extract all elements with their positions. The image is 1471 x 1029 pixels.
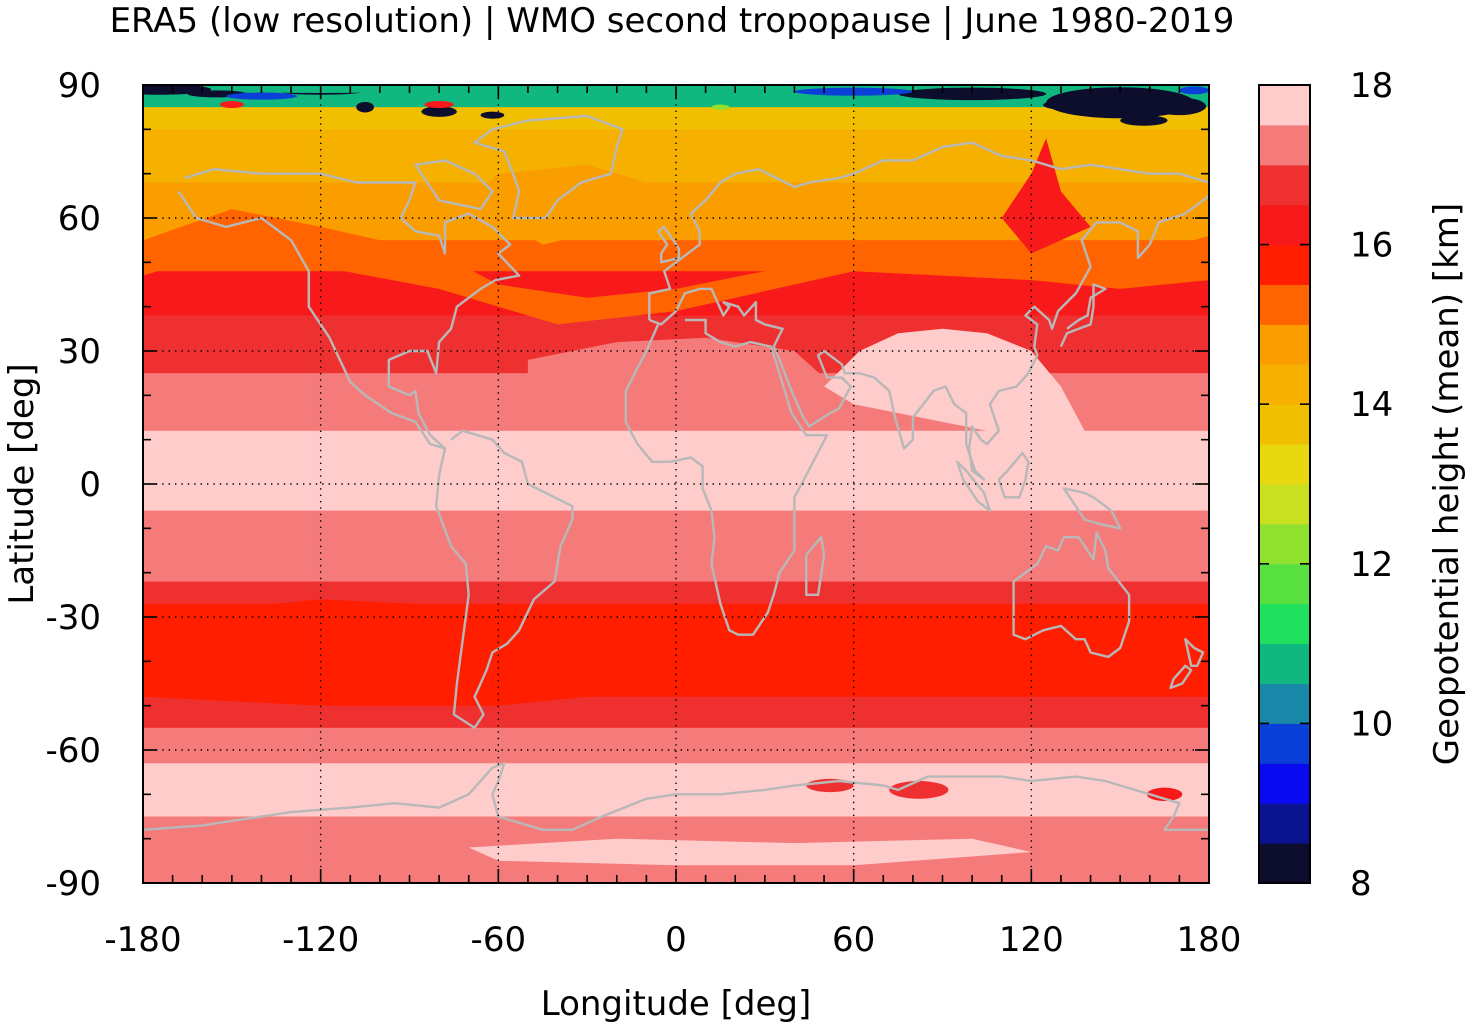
y-tick-label: 60 <box>58 199 101 239</box>
x-axis-label: Longitude [deg] <box>541 984 812 1024</box>
heatmap-band-10 <box>143 581 1209 605</box>
coast-madagascar <box>805 536 826 596</box>
y-axis-ticks: 90 60 30 0 -30 -60 -90 <box>45 66 1209 904</box>
chart-title: ERA5 (low resolution) | WMO second tropo… <box>110 1 1235 41</box>
coast-eurasia <box>648 141 1209 320</box>
coast-new-zealand-south <box>1169 664 1193 690</box>
coast-africa <box>624 318 829 636</box>
colorbar-level <box>1259 763 1310 804</box>
y-tick-label: -30 <box>45 598 101 638</box>
y-tick-label: 30 <box>58 332 101 372</box>
coast-baffin <box>414 159 494 211</box>
y-tick-label: 0 <box>79 465 101 505</box>
feature-asia-high <box>824 328 1085 440</box>
feature-south-pole-light <box>468 838 1032 866</box>
x-tick-label: -60 <box>471 920 527 960</box>
feature-northeast-red <box>1001 138 1091 254</box>
feature-arctic-2 <box>225 92 297 100</box>
feature-atlantic-yellow <box>468 164 676 245</box>
colorbar-tick-label: 18 <box>1350 66 1393 106</box>
x-tick-label: 180 <box>1177 920 1242 960</box>
colorbar-label: Geopotential height (mean) [km] <box>1427 203 1467 765</box>
colorbar-level <box>1259 643 1310 684</box>
colorbar-level <box>1259 124 1310 166</box>
y-tick-label: 90 <box>58 66 101 106</box>
x-tick-label: 120 <box>999 920 1064 960</box>
x-tick-label: -180 <box>104 920 181 960</box>
coast-asia-east <box>648 194 1209 481</box>
colorbar-tick-label: 8 <box>1350 864 1372 904</box>
coast-north-america <box>177 168 521 450</box>
feature-atlantic-warm <box>527 337 825 405</box>
heatmap-band-1 <box>143 107 1209 130</box>
feature-arctic-17 <box>711 104 730 110</box>
x-axis-ticks: -180 -120 -60 0 60 120 180 <box>104 85 1241 960</box>
feature-arctic-6 <box>480 111 505 119</box>
coast-japan <box>1059 283 1107 348</box>
colorbar-tick-label: 14 <box>1350 385 1393 425</box>
coast-greenland <box>473 114 624 220</box>
feature-arctic-13 <box>1043 100 1079 110</box>
colorbar-level <box>1259 683 1310 724</box>
colorbar-level <box>1259 723 1310 764</box>
colorbar-tick-label: 16 <box>1350 226 1393 266</box>
coast-south-america <box>435 429 574 729</box>
colorbar <box>1259 85 1310 884</box>
colorbar-level <box>1259 404 1310 445</box>
colorbar-level <box>1259 803 1310 844</box>
colorbar-level <box>1259 444 1310 485</box>
x-tick-label: -120 <box>282 920 359 960</box>
colorbar-level <box>1259 324 1310 365</box>
feature-arctic-14 <box>1120 115 1168 126</box>
x-tick-label: 0 <box>665 920 687 960</box>
colorbar-level <box>1259 164 1310 206</box>
colorbar-level <box>1259 85 1310 126</box>
feature-south-red-wide <box>143 599 1209 706</box>
feature-arctic-10 <box>898 87 1047 101</box>
feature-arctic-7 <box>219 100 244 109</box>
feature-arctic-4 <box>356 101 374 113</box>
plot-area <box>143 85 1209 883</box>
colorbar-tick-label: 10 <box>1350 704 1393 744</box>
colorbar-tick-label: 12 <box>1350 545 1393 585</box>
heatmap-band-13 <box>143 727 1209 764</box>
heatmap-band-8 <box>143 430 1209 512</box>
heatmap-features <box>143 85 1209 866</box>
coast-new-guinea <box>1062 487 1122 530</box>
colorbar-level <box>1259 603 1310 645</box>
x-tick-label: 60 <box>832 920 875 960</box>
coast-sumatra <box>956 460 992 512</box>
coast-new-zealand <box>1184 638 1205 667</box>
feature-arctic-18 <box>1179 86 1209 95</box>
feature-antarctic-spot-1 <box>889 781 949 799</box>
colorbar-level <box>1259 284 1310 325</box>
colorbar-level <box>1259 244 1310 285</box>
colorbar-level <box>1259 204 1310 246</box>
colorbar-frame <box>1258 84 1311 884</box>
coast-uk <box>657 225 681 264</box>
feature-arctic-8 <box>424 100 454 109</box>
coastlines <box>143 114 1209 831</box>
colorbar-level <box>1259 843 1310 884</box>
feature-arctic-12 <box>1152 97 1207 116</box>
coast-borneo <box>997 451 1030 499</box>
y-axis-label: Latitude [deg] <box>2 363 42 604</box>
colorbar-ticks: 18 16 14 12 10 8 <box>1259 66 1393 904</box>
coast-australia <box>1012 531 1131 659</box>
colorbar-level <box>1259 523 1310 565</box>
feature-arctic-5 <box>421 106 457 117</box>
y-tick-label: -90 <box>45 864 101 904</box>
colorbar-level <box>1259 563 1310 605</box>
colorbar-level <box>1259 364 1310 405</box>
colorbar-level <box>1259 484 1310 525</box>
coast-antarctica <box>143 762 1209 831</box>
y-tick-label: -60 <box>45 731 101 771</box>
feature-arctic-19 <box>157 99 188 107</box>
feature-antarctic-spot-3 <box>1146 787 1183 801</box>
